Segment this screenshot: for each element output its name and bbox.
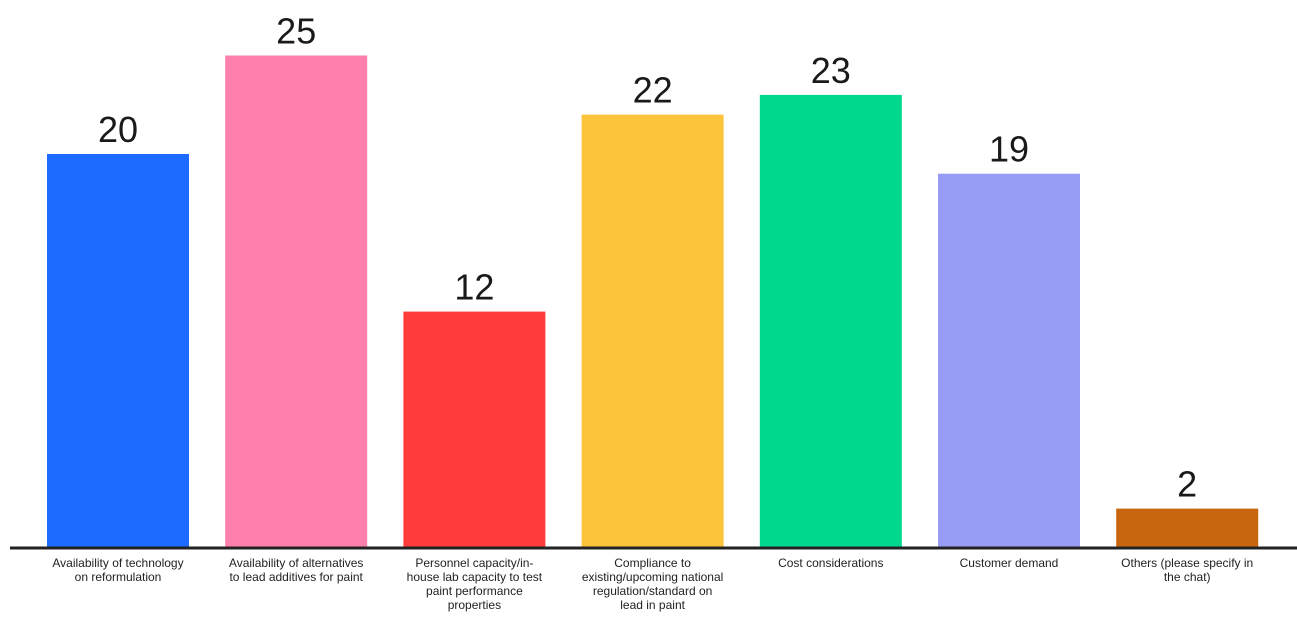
- value-label-4: 22: [633, 70, 673, 111]
- value-label-6: 19: [989, 129, 1029, 170]
- bar-5: [759, 94, 902, 549]
- category-label-5: Cost considerations: [778, 556, 884, 570]
- category-label-4: Compliance to existing/upcoming national…: [581, 556, 724, 612]
- category-label-1: Availability of technology on reformulat…: [52, 556, 184, 584]
- value-label-1: 20: [98, 109, 138, 150]
- bar-6: [938, 173, 1080, 548]
- bar-3: [403, 311, 546, 548]
- value-label-5: 23: [811, 50, 851, 91]
- category-label-2: Availability of alternatives to lead add…: [228, 556, 364, 584]
- bars-group: [47, 55, 1259, 549]
- category-label-6: Customer demand: [959, 556, 1059, 570]
- bar-1: [47, 154, 189, 548]
- value-label-7: 2: [1177, 464, 1197, 505]
- value-labels-group: 20 25 12 22 23 19 2: [98, 11, 1197, 505]
- category-label-7: Others (please specify in the chat): [1121, 556, 1254, 584]
- value-label-3: 12: [454, 267, 494, 308]
- category-label-3: Personnel capacity/in-house lab capacity…: [406, 556, 543, 612]
- bar-2: [225, 55, 368, 548]
- bar-7: [1116, 508, 1259, 548]
- value-label-2: 25: [276, 11, 316, 52]
- bar-4: [581, 114, 724, 548]
